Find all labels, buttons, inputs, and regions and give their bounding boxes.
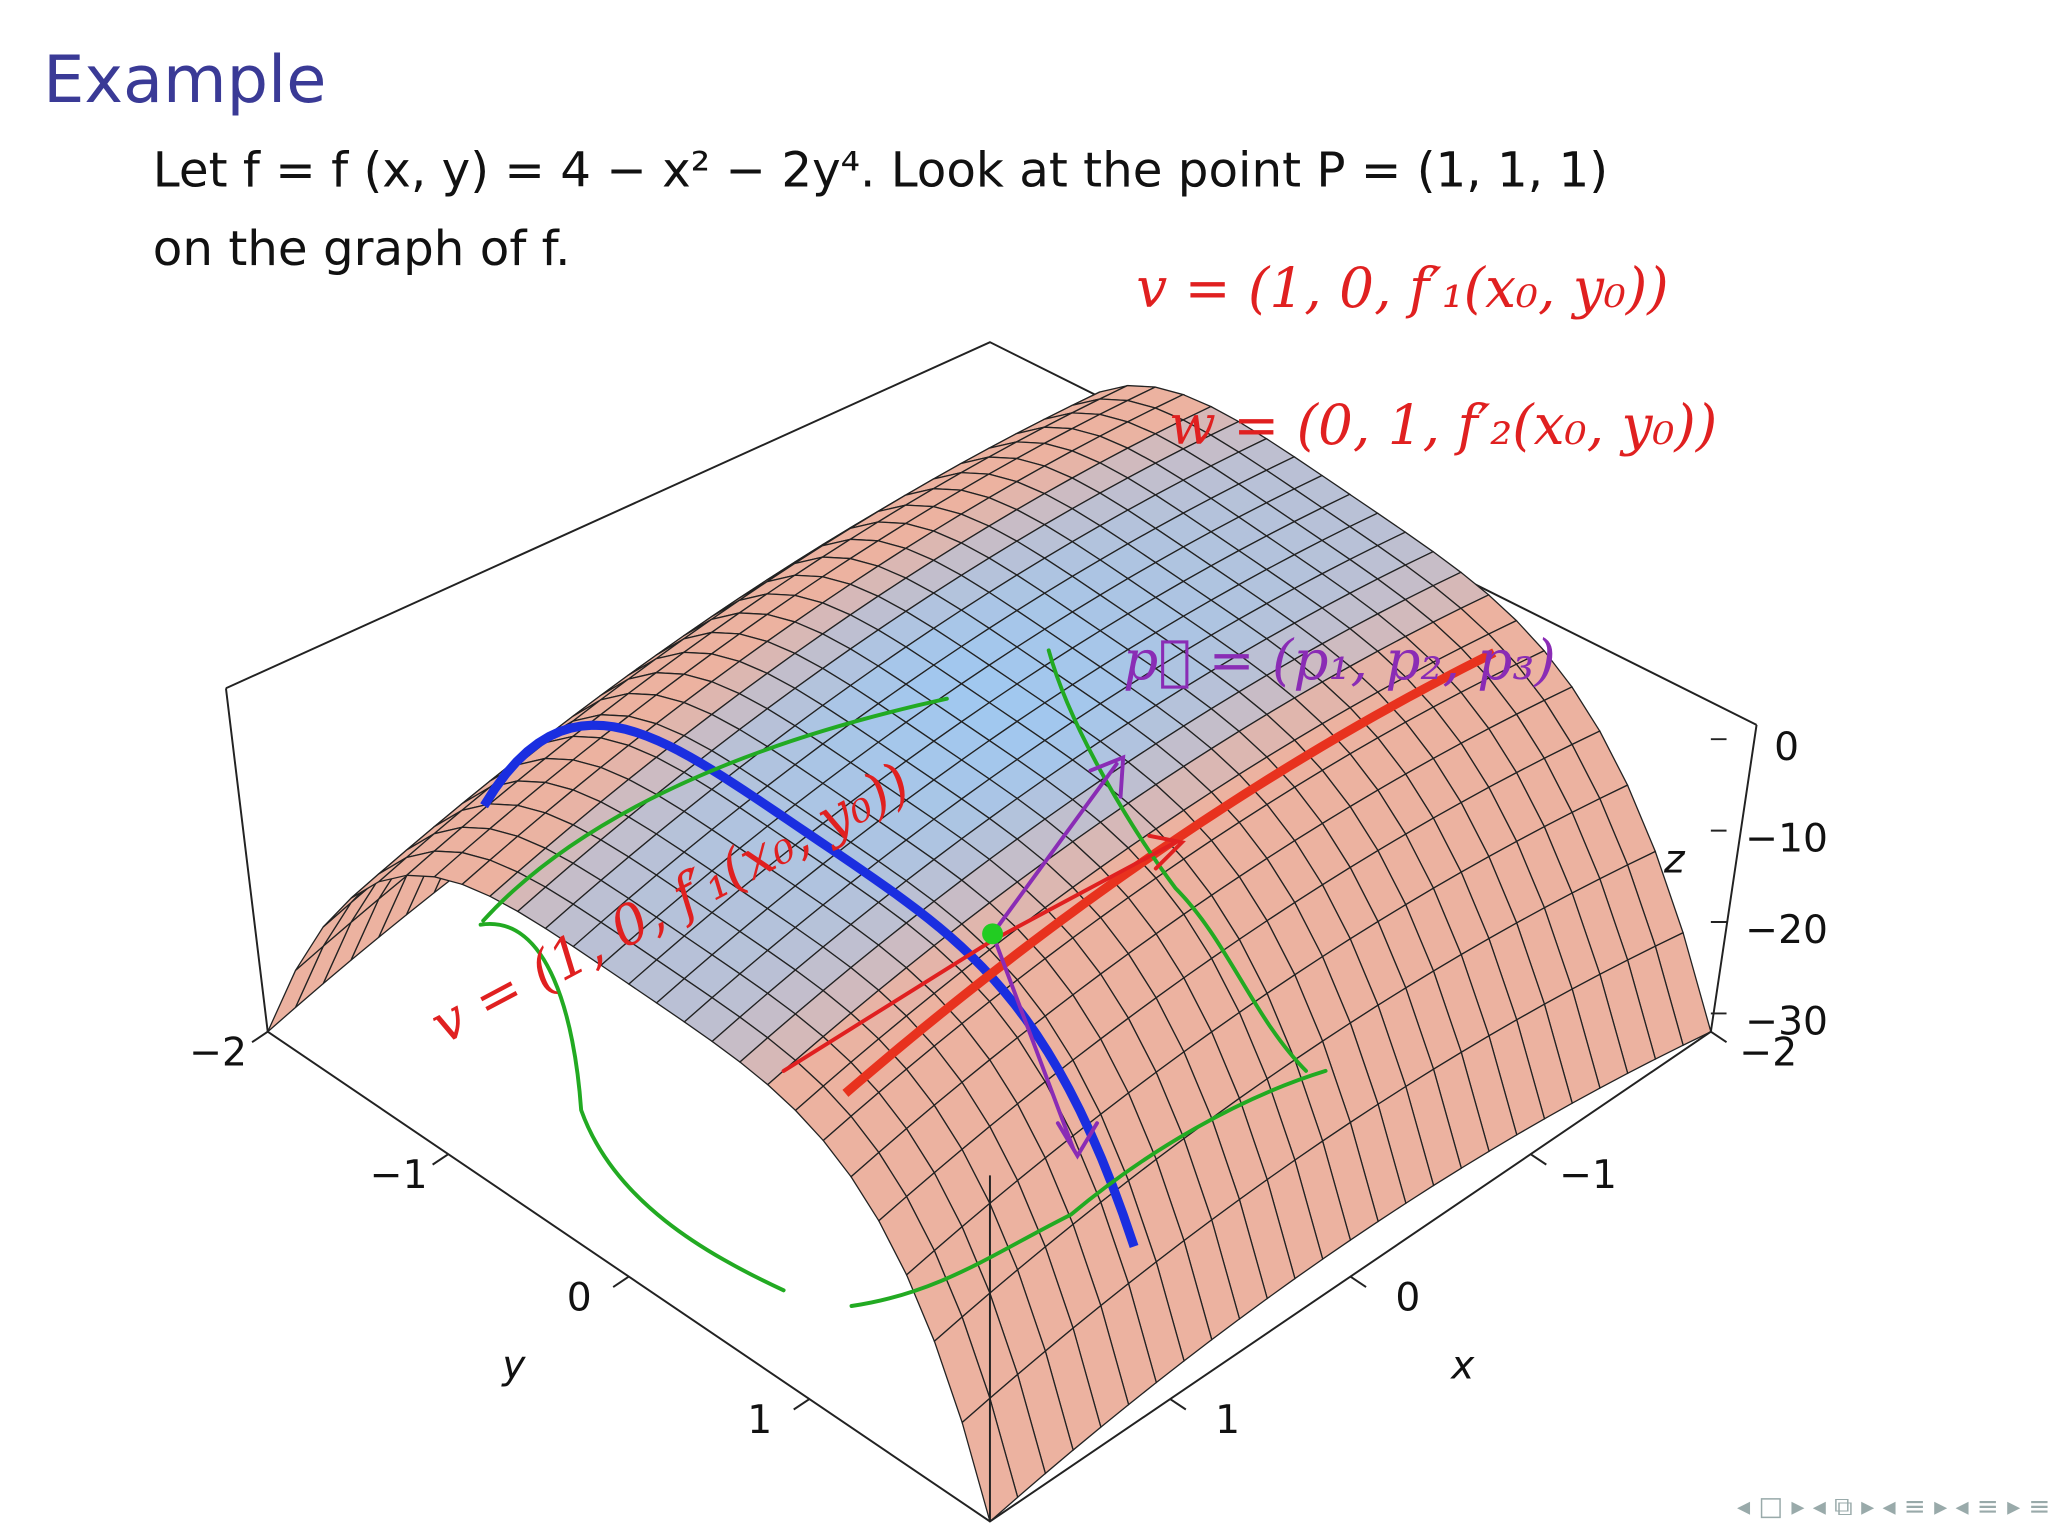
x-axis-label: x <box>1449 1344 1475 1389</box>
x-tick-label: −2 <box>1739 1031 1797 1076</box>
z-tick-label: −30 <box>1745 999 1828 1044</box>
y-tick-label: −1 <box>370 1153 428 1198</box>
annotation: p⃗ = (p₁, p₂, p₃) <box>1123 628 1556 692</box>
tick-mark <box>251 1030 269 1044</box>
z-tick-label: 0 <box>1774 725 1799 770</box>
box-front <box>267 1030 1712 1523</box>
slide-line: Let f = f (x, y) = 4 − x² − 2y⁴. Look at… <box>153 143 1608 199</box>
z-axis-label: z <box>1663 837 1686 882</box>
navigation-symbols: ◂ □ ▸ ◂ ⧉ ▸ ◂ ≡ ▸ ◂ ≡ ▸ ≡ ↺ ⌕ <box>1737 1492 2048 1522</box>
slide-content: Example Let f = f (x, y) = 4 − x² − 2y⁴.… <box>43 42 2048 1523</box>
tick-mark <box>1169 1398 1187 1411</box>
vector-arrow <box>990 754 1126 1160</box>
annotation: v = (1, 0, f′₁(x₀, y₀)) <box>1136 256 1668 320</box>
x-tick-label: −1 <box>1559 1153 1617 1198</box>
handwriting <box>478 648 1328 1308</box>
box-edges <box>224 341 1758 1032</box>
slide-line: on the graph of f. <box>153 221 571 277</box>
x-tick-label: 0 <box>1395 1276 1420 1321</box>
tick-mark <box>1710 1030 1728 1044</box>
annotation: w = (0, 1, f′₂(x₀, y₀)) <box>1169 393 1717 457</box>
vector-arrow <box>781 833 1186 1073</box>
tick-mark <box>612 1275 630 1288</box>
y-tick-label: 0 <box>567 1276 592 1321</box>
tick-mark <box>1349 1275 1367 1288</box>
slide-title: Example <box>43 42 326 118</box>
point-p <box>982 923 1004 945</box>
y-tick-label: 1 <box>747 1398 772 1443</box>
tick-mark <box>432 1153 449 1166</box>
box-edges <box>267 1030 1712 1523</box>
y-axis-label: y <box>501 1344 526 1389</box>
y-tick-label: −2 <box>189 1031 247 1076</box>
tick-mark <box>793 1398 810 1411</box>
surface <box>267 384 1712 1523</box>
z-tick-label: −10 <box>1745 817 1828 862</box>
tick-mark <box>1530 1153 1547 1166</box>
x-tick-label: 1 <box>1215 1398 1240 1443</box>
green-sketch <box>478 648 1328 1308</box>
z-tick-label: −20 <box>1745 908 1828 953</box>
box-back <box>224 341 1758 1032</box>
